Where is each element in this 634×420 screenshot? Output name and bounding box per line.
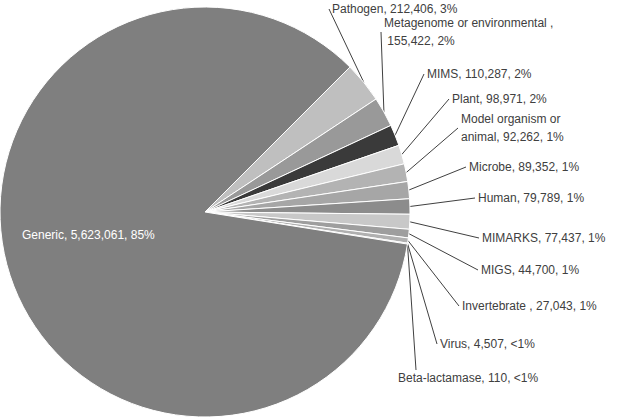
svg-text:155,422, 2%: 155,422, 2% <box>384 34 455 48</box>
svg-text:Plant, 98,971, 2%: Plant, 98,971, 2% <box>452 92 547 106</box>
svg-text:Pathogen, 212,406, 3%: Pathogen, 212,406, 3% <box>332 2 458 16</box>
svg-text:Metagenome or environmental ,: Metagenome or environmental , <box>384 16 553 30</box>
svg-text:MIGS, 44,700, 1%: MIGS, 44,700, 1% <box>481 263 579 277</box>
svg-text:Model organism or: Model organism or <box>461 112 564 126</box>
svg-text:animal, 92,262, 1%: animal, 92,262, 1% <box>461 130 564 144</box>
svg-text:Virus, 4,507, <1%: Virus, 4,507, <1% <box>440 337 535 351</box>
svg-text:Generic, 5,623,061, 85%: Generic, 5,623,061, 85% <box>22 228 155 242</box>
svg-text:Invertebrate , 27,043, 1%: Invertebrate , 27,043, 1% <box>462 299 597 313</box>
svg-text:MIMARKS, 77,437, 1%: MIMARKS, 77,437, 1% <box>482 231 606 245</box>
svg-text:Beta-lactamase, 110, <1%: Beta-lactamase, 110, <1% <box>398 371 539 385</box>
svg-text:Microbe, 89,352, 1%: Microbe, 89,352, 1% <box>469 160 579 174</box>
svg-text:MIMS, 110,287, 2%: MIMS, 110,287, 2% <box>427 67 532 81</box>
svg-text:Human, 79,789, 1%: Human, 79,789, 1% <box>478 191 584 205</box>
